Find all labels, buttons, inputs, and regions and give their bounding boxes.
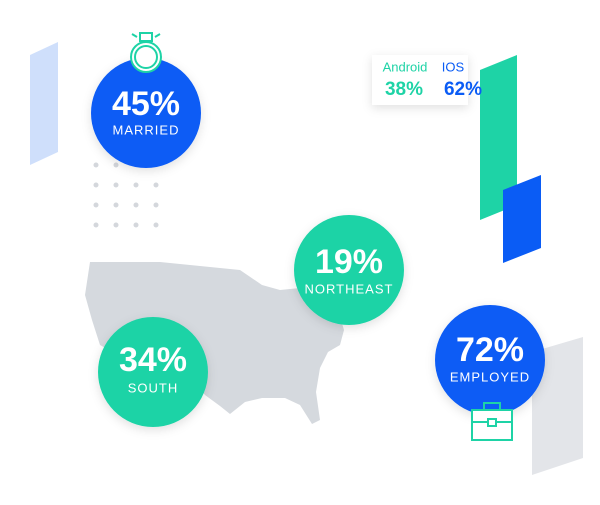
stat-northeast: 19% NORTHEAST (294, 215, 404, 325)
stat-value: 45% (112, 85, 180, 123)
stat-south: 34% SOUTH (98, 317, 208, 427)
stat-label: SOUTH (128, 380, 179, 395)
platform-name: Android (383, 59, 428, 74)
stat-label: MARRIED (113, 122, 180, 137)
stat-value: 19% (315, 243, 383, 281)
stat-label: EMPLOYED (450, 369, 530, 384)
decor-teal (480, 55, 517, 220)
decor-blue (503, 175, 541, 263)
us-map (85, 262, 344, 424)
stat-circle (435, 305, 545, 415)
ring-icon (130, 32, 162, 73)
platform-value: 62% (444, 79, 482, 100)
stat-value: 72% (456, 331, 524, 369)
stat-value: 34% (119, 341, 187, 379)
dot-grid (93, 162, 159, 228)
card-bg (372, 55, 468, 105)
stat-employed: 72% EMPLOYED (435, 305, 545, 415)
platform-name: IOS (442, 59, 465, 74)
platform-value: 38% (385, 79, 423, 100)
stat-circle (294, 215, 404, 325)
platform-card: Android 38% IOS 62% (372, 55, 482, 105)
stat-married: 45% MARRIED (91, 58, 201, 168)
stat-circle (91, 58, 201, 168)
decor-gray (532, 337, 583, 475)
stat-circle (98, 317, 208, 427)
decor-left (30, 42, 58, 165)
briefcase-icon (471, 402, 513, 441)
stat-label: NORTHEAST (305, 281, 394, 296)
